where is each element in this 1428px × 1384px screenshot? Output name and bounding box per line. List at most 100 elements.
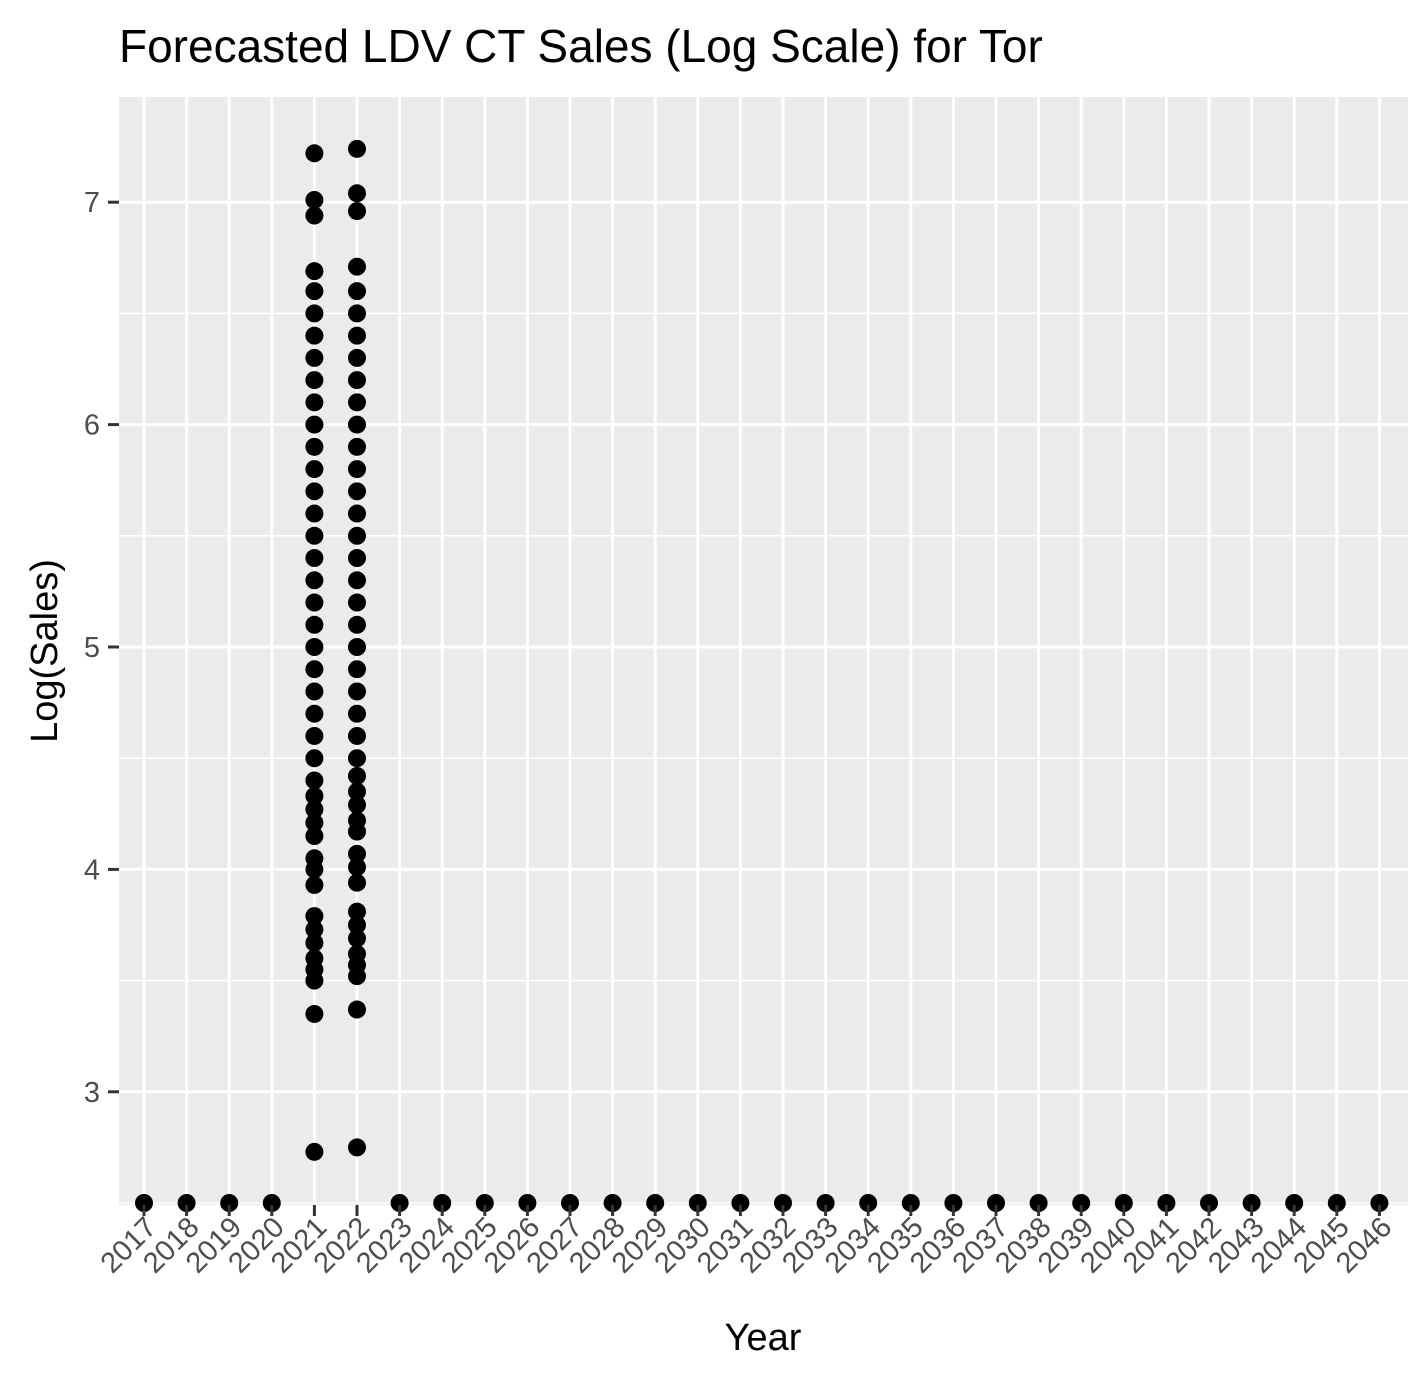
data-point xyxy=(305,1004,324,1023)
data-point xyxy=(1200,1194,1218,1212)
data-point xyxy=(305,907,324,926)
data-point xyxy=(348,844,366,863)
data-point xyxy=(305,282,324,301)
data-point xyxy=(305,704,324,723)
data-point xyxy=(305,933,324,952)
data-point xyxy=(348,749,366,768)
data-point xyxy=(987,1194,1005,1212)
data-point xyxy=(348,916,366,934)
data-point xyxy=(348,615,366,634)
data-point xyxy=(262,1194,281,1212)
data-point xyxy=(561,1194,579,1212)
data-point xyxy=(305,726,324,745)
data-point xyxy=(348,593,366,612)
data-point xyxy=(390,1194,409,1212)
data-point xyxy=(348,348,366,367)
data-point xyxy=(518,1194,537,1212)
data-point xyxy=(646,1194,665,1212)
x-axis-title: Year xyxy=(725,1317,802,1359)
data-point xyxy=(348,371,366,390)
data-point xyxy=(305,771,324,790)
data-point xyxy=(1029,1194,1048,1212)
data-point xyxy=(1242,1194,1261,1212)
data-point xyxy=(348,967,366,986)
data-point xyxy=(305,593,324,612)
data-point xyxy=(305,549,324,568)
data-point xyxy=(348,184,366,203)
data-point xyxy=(348,822,366,841)
data-point xyxy=(859,1194,878,1212)
data-point xyxy=(305,571,324,590)
data-point xyxy=(1072,1194,1091,1212)
data-point xyxy=(348,326,366,345)
data-point xyxy=(688,1194,707,1212)
x-axis: 2017201820192020202120222023202420252026… xyxy=(95,1205,1398,1280)
data-point xyxy=(305,206,324,225)
data-point xyxy=(305,144,324,163)
data-point xyxy=(348,139,366,158)
data-point xyxy=(305,813,324,832)
data-point xyxy=(305,800,324,819)
data-point xyxy=(348,415,366,434)
data-point xyxy=(305,920,324,939)
data-point xyxy=(348,1000,366,1019)
y-tick-label: 3 xyxy=(84,1077,100,1109)
data-point xyxy=(1370,1194,1389,1212)
data-point xyxy=(305,262,324,281)
data-point xyxy=(305,827,324,846)
data-point xyxy=(348,571,366,590)
data-point xyxy=(348,1138,366,1157)
data-point xyxy=(348,482,366,501)
data-point xyxy=(305,348,324,367)
data-point xyxy=(1114,1194,1133,1212)
data-point xyxy=(475,1194,494,1212)
data-point xyxy=(135,1194,153,1212)
data-point xyxy=(348,393,366,412)
data-point xyxy=(348,282,366,301)
data-point xyxy=(305,460,324,479)
plot-panel xyxy=(119,97,1408,1205)
data-point xyxy=(305,749,324,768)
data-point xyxy=(348,526,366,545)
data-point xyxy=(305,1142,324,1161)
data-point xyxy=(348,902,366,921)
data-point xyxy=(348,257,366,276)
data-point xyxy=(1285,1194,1304,1212)
data-point xyxy=(305,638,324,656)
data-point xyxy=(305,326,324,345)
data-point xyxy=(348,660,366,679)
data-point xyxy=(731,1194,750,1212)
data-point xyxy=(305,504,324,523)
data-point xyxy=(348,782,366,801)
data-point xyxy=(1157,1194,1176,1212)
data-point xyxy=(348,549,366,568)
y-tick-label: 4 xyxy=(84,854,100,886)
y-axis: 3 4 5 6 7 xyxy=(84,187,119,1109)
data-point xyxy=(348,795,366,814)
data-point xyxy=(305,415,324,434)
data-point xyxy=(305,860,324,879)
data-point xyxy=(348,202,366,221)
data-point xyxy=(774,1194,792,1212)
grid-lines xyxy=(119,97,1408,1205)
data-point xyxy=(305,371,324,390)
data-point xyxy=(177,1194,196,1212)
data-point xyxy=(305,304,324,323)
data-point xyxy=(305,875,324,894)
data-point xyxy=(433,1194,452,1212)
data-point xyxy=(220,1194,239,1212)
data-points xyxy=(135,139,1389,1212)
data-point xyxy=(348,638,366,656)
data-point xyxy=(816,1194,835,1212)
data-point xyxy=(348,682,366,701)
data-point xyxy=(305,615,324,634)
data-point xyxy=(305,971,324,990)
data-point xyxy=(305,437,324,456)
data-point xyxy=(1327,1194,1346,1212)
data-point xyxy=(305,526,324,545)
y-tick-label: 6 xyxy=(84,410,100,442)
data-point xyxy=(944,1194,963,1212)
data-point xyxy=(348,460,366,479)
y-tick-label: 5 xyxy=(84,632,100,664)
